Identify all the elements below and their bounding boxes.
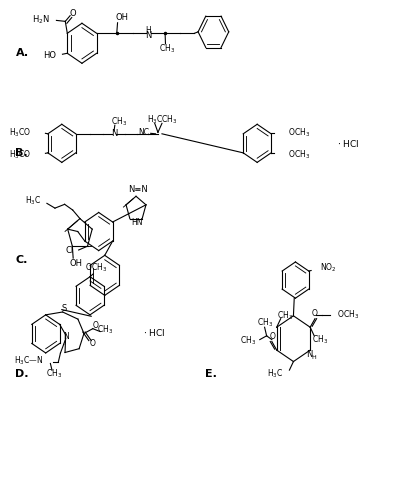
Text: $\cdot$ HCl: $\cdot$ HCl	[337, 138, 359, 149]
Text: CH$_3$: CH$_3$	[160, 42, 175, 55]
Text: CH$_3$: CH$_3$	[161, 113, 177, 126]
Text: HO: HO	[43, 51, 56, 60]
Text: H$_3$CO: H$_3$CO	[9, 148, 31, 161]
Text: CH$_3$: CH$_3$	[97, 323, 113, 336]
Text: O: O	[312, 309, 318, 319]
Text: CH$_3$: CH$_3$	[277, 309, 294, 322]
Text: H$_3$CO: H$_3$CO	[9, 126, 31, 139]
Text: $\cdot$ HCl: $\cdot$ HCl	[143, 327, 166, 338]
Text: NC: NC	[138, 128, 149, 137]
Text: H: H	[145, 27, 151, 35]
Text: O: O	[270, 332, 276, 341]
Text: N: N	[111, 129, 117, 138]
Text: OCH$_3$: OCH$_3$	[288, 126, 310, 139]
Text: H: H	[312, 355, 317, 360]
Text: H$_3$C: H$_3$C	[25, 194, 41, 207]
Text: OH: OH	[70, 259, 83, 268]
Text: OCH$_3$: OCH$_3$	[85, 262, 107, 274]
Text: E.: E.	[205, 369, 217, 379]
Text: CH$_3$: CH$_3$	[256, 316, 273, 329]
Text: S: S	[62, 304, 67, 313]
Text: Cl: Cl	[65, 246, 74, 255]
Text: N≡N: N≡N	[128, 185, 148, 194]
Text: OCH$_3$: OCH$_3$	[337, 308, 359, 321]
Text: OH: OH	[115, 13, 128, 22]
Text: O: O	[69, 9, 76, 18]
Text: D.: D.	[16, 369, 29, 379]
Text: H$_3$C: H$_3$C	[267, 368, 284, 380]
Text: B.: B.	[16, 148, 28, 158]
Text: H$_2$N: H$_2$N	[32, 13, 50, 26]
Text: O: O	[90, 339, 96, 348]
Text: H$_3$C: H$_3$C	[146, 113, 163, 126]
Text: HN: HN	[131, 218, 142, 227]
Text: O: O	[93, 321, 99, 330]
Text: N: N	[64, 332, 70, 341]
Text: NO$_2$: NO$_2$	[320, 262, 337, 274]
Text: CH$_3$: CH$_3$	[312, 334, 328, 346]
Text: C.: C.	[16, 255, 28, 265]
Text: CH$_3$: CH$_3$	[111, 116, 127, 128]
Text: H$_3$C—N: H$_3$C—N	[14, 354, 43, 367]
Text: A.: A.	[16, 48, 29, 58]
Text: N: N	[306, 350, 312, 360]
Text: CH$_3$: CH$_3$	[46, 368, 63, 380]
Text: OCH$_3$: OCH$_3$	[288, 148, 310, 161]
Text: N: N	[145, 31, 151, 40]
Text: CH$_3$: CH$_3$	[240, 335, 256, 347]
